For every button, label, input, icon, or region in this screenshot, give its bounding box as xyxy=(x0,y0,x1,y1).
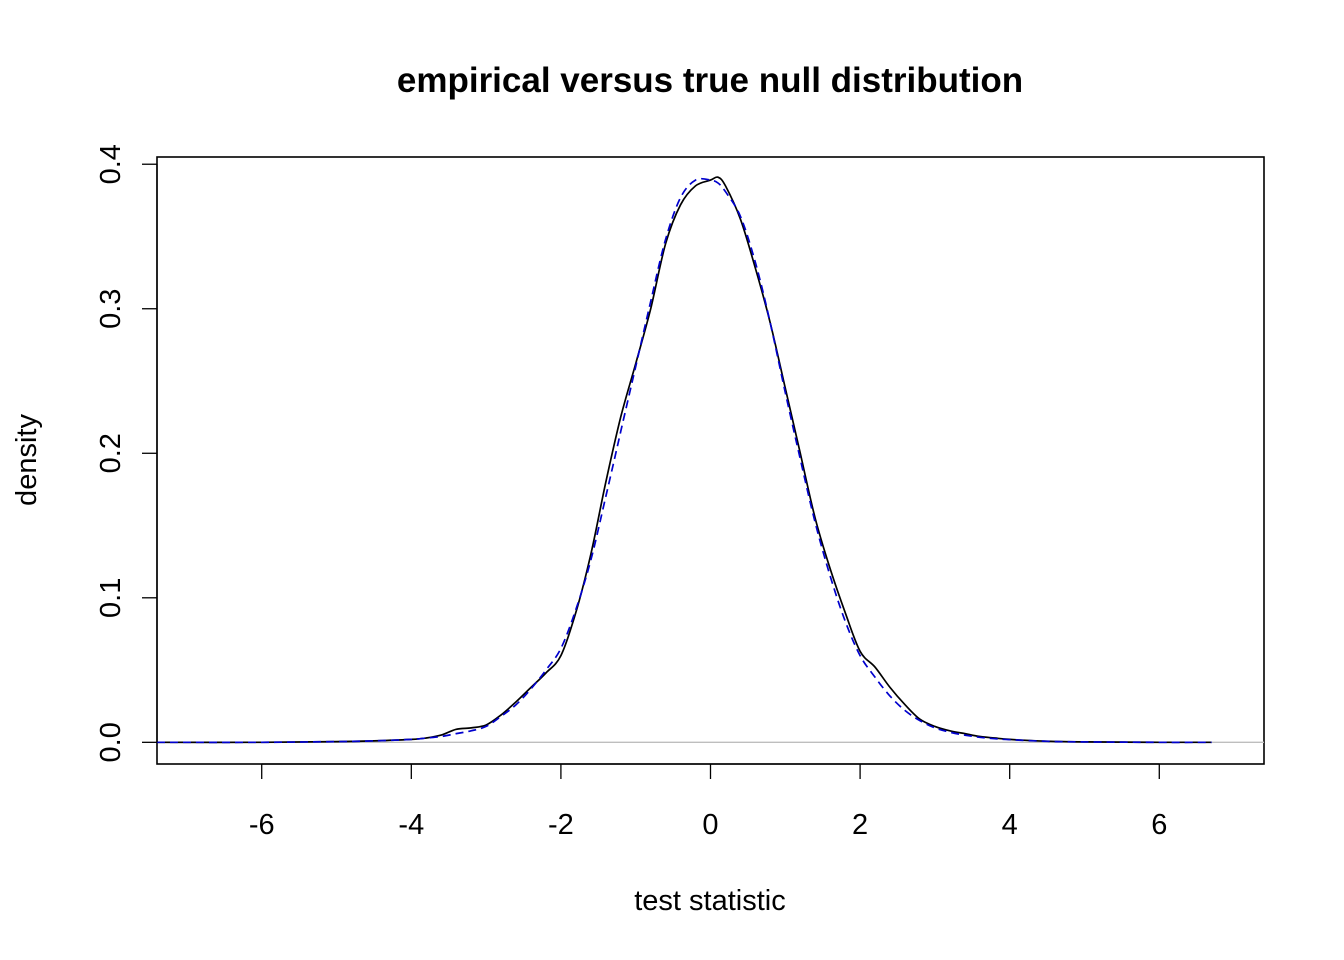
series-line-dashed xyxy=(156,177,1212,744)
x-tick-label: 2 xyxy=(852,809,868,841)
y-tick-label: 0.4 xyxy=(95,144,127,184)
x-tick-label: -6 xyxy=(249,809,275,841)
x-tick-label: 4 xyxy=(1002,809,1018,841)
y-tick-label: 0.2 xyxy=(95,433,127,473)
x-axis-label: test statistic xyxy=(634,885,786,917)
plot-frame xyxy=(156,156,1265,765)
x-tick-label: -2 xyxy=(548,809,574,841)
y-axis: 0.0 0.1 0.2 0.3 0.4 xyxy=(95,144,158,762)
y-tick-label: 0.3 xyxy=(95,289,127,329)
y-tick-label: 0.1 xyxy=(95,578,127,618)
x-tick-label: 6 xyxy=(1151,809,1167,841)
chart-title: empirical versus true null distribution xyxy=(397,61,1023,100)
x-tick-label: -4 xyxy=(398,809,424,841)
series-line-solid xyxy=(156,176,1212,744)
y-axis-label: density xyxy=(11,414,43,506)
y-tick-label: 0.0 xyxy=(95,722,127,762)
series-layer xyxy=(156,176,1212,744)
x-tick-label: 0 xyxy=(702,809,718,841)
x-axis: -6 -4 -2 0 2 4 6 xyxy=(249,763,1167,841)
